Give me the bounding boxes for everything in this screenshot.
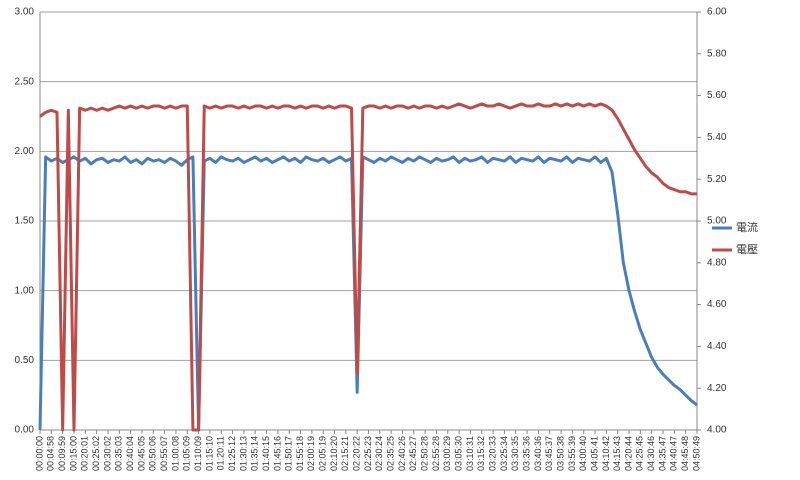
- x-tick-label: 01:45:16: [272, 436, 282, 471]
- x-tick-label: 03:05:30: [453, 436, 463, 471]
- x-tick-label: 04:35:47: [657, 436, 667, 471]
- series-line: [39, 102, 697, 432]
- x-tick-label: 04:15:43: [612, 436, 622, 471]
- y-tick-label: 2.00: [15, 146, 35, 157]
- x-tick-label: 01:55:18: [295, 436, 305, 471]
- x-tick-label: 01:25:12: [227, 436, 237, 471]
- x-tick-label: 02:25:23: [363, 436, 373, 471]
- x-tick-label: 04:30:46: [646, 436, 656, 471]
- y-tick-label: 0.50: [15, 355, 35, 366]
- y2-tick-label: 4.60: [707, 299, 727, 310]
- x-tick-label: 00:00:00: [34, 436, 44, 471]
- x-tick-label: 03:10:31: [465, 436, 475, 471]
- x-tick-label: 00:40:04: [125, 436, 135, 471]
- y-tick-label: 1.00: [15, 285, 35, 296]
- legend-label: 電流: [736, 220, 758, 234]
- y2-tick-label: 5.40: [707, 132, 727, 143]
- y2-tick-label: 4.80: [707, 257, 727, 268]
- x-tick-label: 03:25:34: [499, 436, 509, 471]
- x-tick-label: 00:20:01: [80, 436, 90, 471]
- x-tick-label: 02:15:21: [340, 436, 350, 471]
- x-tick-label: 03:50:38: [555, 436, 565, 471]
- x-tick-label: 04:20:44: [623, 436, 633, 471]
- x-tick-label: 02:30:24: [374, 436, 384, 471]
- y2-tick-label: 5.60: [707, 90, 727, 101]
- y-tick-label: 3.00: [15, 7, 35, 18]
- x-tick-label: 03:30:35: [510, 436, 520, 471]
- y2-tick-label: 4.40: [707, 341, 727, 352]
- x-tick-label: 00:50:06: [148, 436, 158, 471]
- legend-label: 電壓: [736, 243, 758, 256]
- series-line: [38, 155, 698, 432]
- x-tick-label: 03:20:33: [487, 436, 497, 471]
- x-tick-label: 03:55:39: [567, 436, 577, 471]
- x-tick-label: 01:00:08: [170, 436, 180, 471]
- y2-tick-label: 5.80: [707, 48, 727, 59]
- x-tick-label: 04:50:49: [691, 436, 701, 471]
- y-tick-label: 1.50: [15, 216, 35, 227]
- x-tick-label: 01:30:13: [238, 436, 248, 471]
- x-tick-label: 00:25:02: [91, 436, 101, 471]
- y2-tick-label: 6.00: [707, 7, 727, 18]
- x-tick-label: 02:05:19: [318, 436, 328, 471]
- x-tick-label: 00:35:03: [114, 436, 124, 471]
- x-tick-label: 01:15:10: [204, 436, 214, 471]
- x-tick-label: 01:20:11: [216, 436, 226, 470]
- x-tick-label: 00:45:05: [136, 436, 146, 471]
- x-tick-label: 04:05:41: [589, 436, 599, 471]
- x-tick-label: 02:35:25: [386, 436, 396, 471]
- x-tick-label: 01:50:17: [284, 436, 294, 471]
- x-tick-label: 02:40:26: [397, 436, 407, 471]
- x-tick-label: 03:35:36: [521, 436, 531, 471]
- y2-tick-label: 4.20: [707, 383, 727, 394]
- x-tick-label: 00:04:58: [46, 436, 56, 471]
- x-tick-label: 04:00:40: [578, 436, 588, 471]
- x-tick-label: 02:50:28: [420, 436, 430, 471]
- x-tick-label: 03:15:32: [476, 436, 486, 471]
- x-tick-label: 01:35:14: [250, 436, 260, 471]
- x-tick-label: 02:55:28: [431, 436, 441, 471]
- x-tick-label: 02:45:27: [408, 436, 418, 471]
- x-tick-label: 00:30:02: [102, 436, 112, 471]
- x-tick-label: 04:25:45: [635, 436, 645, 471]
- x-tick-label: 02:10:20: [329, 436, 339, 471]
- y-tick-label: 2.50: [15, 76, 35, 87]
- x-tick-label: 01:05:09: [182, 436, 192, 471]
- x-tick-label: 02:00:19: [306, 436, 316, 471]
- x-tick-label: 04:45:48: [680, 436, 690, 471]
- y2-tick-label: 4.00: [707, 425, 727, 436]
- x-tick-label: 00:15:00: [68, 436, 78, 471]
- x-tick-label: 03:45:37: [544, 436, 554, 471]
- y-tick-label: 0.00: [15, 425, 35, 436]
- y2-tick-label: 5.20: [707, 174, 727, 185]
- x-tick-label: 01:10:09: [193, 436, 203, 471]
- x-tick-label: 04:10:42: [601, 436, 611, 471]
- x-tick-label: 03:40:36: [533, 436, 543, 471]
- x-tick-label: 04:40:47: [669, 436, 679, 471]
- x-tick-label: 02:20:22: [352, 436, 362, 471]
- x-tick-label: 03:00:29: [442, 436, 452, 471]
- x-tick-label: 01:40:15: [261, 436, 271, 471]
- y2-tick-label: 5.00: [707, 216, 727, 227]
- x-tick-label: 00:55:07: [159, 436, 169, 471]
- x-tick-label: 00:09:59: [57, 436, 67, 471]
